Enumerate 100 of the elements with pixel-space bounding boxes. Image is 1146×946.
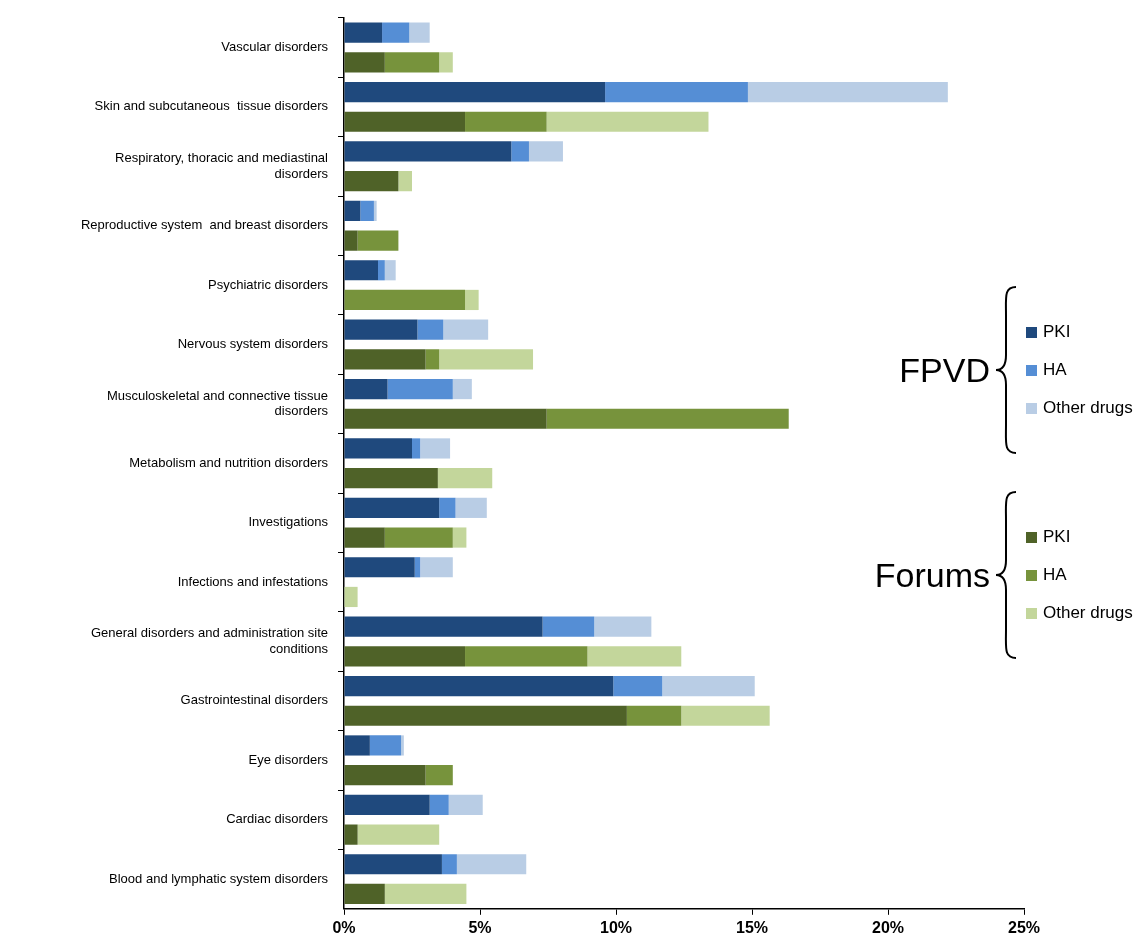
bar <box>384 527 453 548</box>
bar <box>344 111 466 132</box>
x-tick-label: 25% <box>1007 918 1041 936</box>
bar <box>344 22 383 43</box>
bar <box>448 794 483 815</box>
y-tick-label: Respiratory, thoracic and mediastinal disorders <box>115 150 329 181</box>
bar <box>369 735 402 756</box>
y-tick-label: Nervous system disorders <box>177 336 329 352</box>
y-tick-label: General disorders and administration site conditions <box>90 625 329 656</box>
bar <box>662 675 755 697</box>
bar <box>378 260 385 281</box>
bar <box>546 408 789 429</box>
bar <box>373 200 377 221</box>
bar <box>384 52 440 73</box>
bar <box>681 705 770 726</box>
bar <box>439 52 453 73</box>
bar <box>414 557 421 578</box>
bar <box>605 81 748 103</box>
bar <box>344 854 442 875</box>
bar <box>613 675 663 697</box>
bar <box>626 705 682 726</box>
bar <box>357 230 399 251</box>
y-tick-label: Blood and lymphatic system disorders <box>109 870 329 886</box>
x-tick-label: 15% <box>735 918 769 936</box>
bar <box>465 111 547 132</box>
bar <box>344 883 385 905</box>
legend-label: PKI <box>1043 322 1071 342</box>
bar <box>344 171 399 192</box>
bar <box>437 468 493 489</box>
bar <box>420 557 453 578</box>
bar <box>452 527 467 548</box>
bar <box>542 616 595 637</box>
annotation: Forums <box>873 555 991 595</box>
bar <box>344 527 385 548</box>
bar <box>443 319 489 340</box>
bar <box>455 497 487 518</box>
bar <box>546 111 709 132</box>
annotation: FPVD <box>898 350 991 390</box>
y-tick-label: Reproductive system and breast disorders <box>80 217 329 233</box>
bar <box>412 438 421 459</box>
bar <box>387 378 453 400</box>
bar <box>344 378 388 400</box>
bar <box>429 794 449 815</box>
bar <box>384 260 396 281</box>
bar <box>344 586 358 608</box>
bar <box>511 141 529 162</box>
bar <box>344 735 370 756</box>
bar <box>344 794 430 815</box>
y-tick-label: Vascular disorders <box>221 39 329 55</box>
bar <box>594 616 652 637</box>
bar <box>465 646 588 667</box>
bar <box>344 349 426 370</box>
bar <box>398 171 412 192</box>
legend-label: HA <box>1043 565 1067 585</box>
bar <box>344 646 466 667</box>
y-tick-label: Musculoskeletal and connective tissue disorders <box>106 387 329 419</box>
y-tick-label: Cardiac disorders <box>226 811 329 827</box>
bar <box>344 289 466 311</box>
y-tick-label: Infections and infestations <box>177 573 329 589</box>
bar <box>401 735 404 756</box>
bar <box>344 52 385 73</box>
x-tick-label: 20% <box>871 918 905 936</box>
bar <box>587 646 682 667</box>
legend-label: Other drugs <box>1043 398 1133 418</box>
legend-label: HA <box>1043 360 1067 380</box>
bar <box>357 824 440 845</box>
bar <box>344 497 440 518</box>
bar <box>439 497 456 518</box>
bar <box>344 705 627 726</box>
bar <box>344 200 361 221</box>
bar <box>344 230 358 251</box>
bar <box>344 141 512 162</box>
bar <box>344 765 426 786</box>
y-tick-label: Metabolism and nutrition disorders <box>129 454 329 470</box>
bar <box>344 824 358 845</box>
bar <box>420 438 451 459</box>
bar <box>382 22 410 43</box>
bar <box>441 854 457 875</box>
bar <box>344 260 378 281</box>
y-tick-label: Gastrointestinal disorders <box>180 692 329 708</box>
bar <box>360 200 374 221</box>
y-tick-label: Psychiatric disorders <box>208 276 329 292</box>
y-tick-label: Investigations <box>248 514 329 530</box>
bar <box>344 675 614 697</box>
bar <box>456 854 527 875</box>
bar <box>344 438 412 459</box>
bar <box>344 557 415 578</box>
x-tick-label: 0% <box>332 918 356 936</box>
y-tick-label: Eye disorders <box>248 751 329 767</box>
bar <box>344 81 606 103</box>
x-tick-label: 10% <box>599 918 633 936</box>
bar <box>452 378 472 400</box>
bar <box>425 765 453 786</box>
bar <box>344 468 438 489</box>
bar <box>425 349 440 370</box>
bar <box>439 349 534 370</box>
bar <box>344 616 543 637</box>
bar <box>465 289 479 311</box>
bar <box>417 319 444 340</box>
x-tick-label: 5% <box>468 918 492 936</box>
